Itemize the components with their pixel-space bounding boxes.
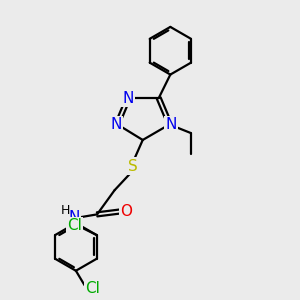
Text: O: O [120,204,132,219]
Text: N: N [110,117,122,132]
Text: N: N [122,91,134,106]
Text: N: N [166,117,177,132]
Text: H: H [61,204,70,218]
Text: Cl: Cl [85,281,100,296]
Text: N: N [68,210,80,225]
Text: S: S [128,159,137,174]
Text: Cl: Cl [67,218,82,233]
